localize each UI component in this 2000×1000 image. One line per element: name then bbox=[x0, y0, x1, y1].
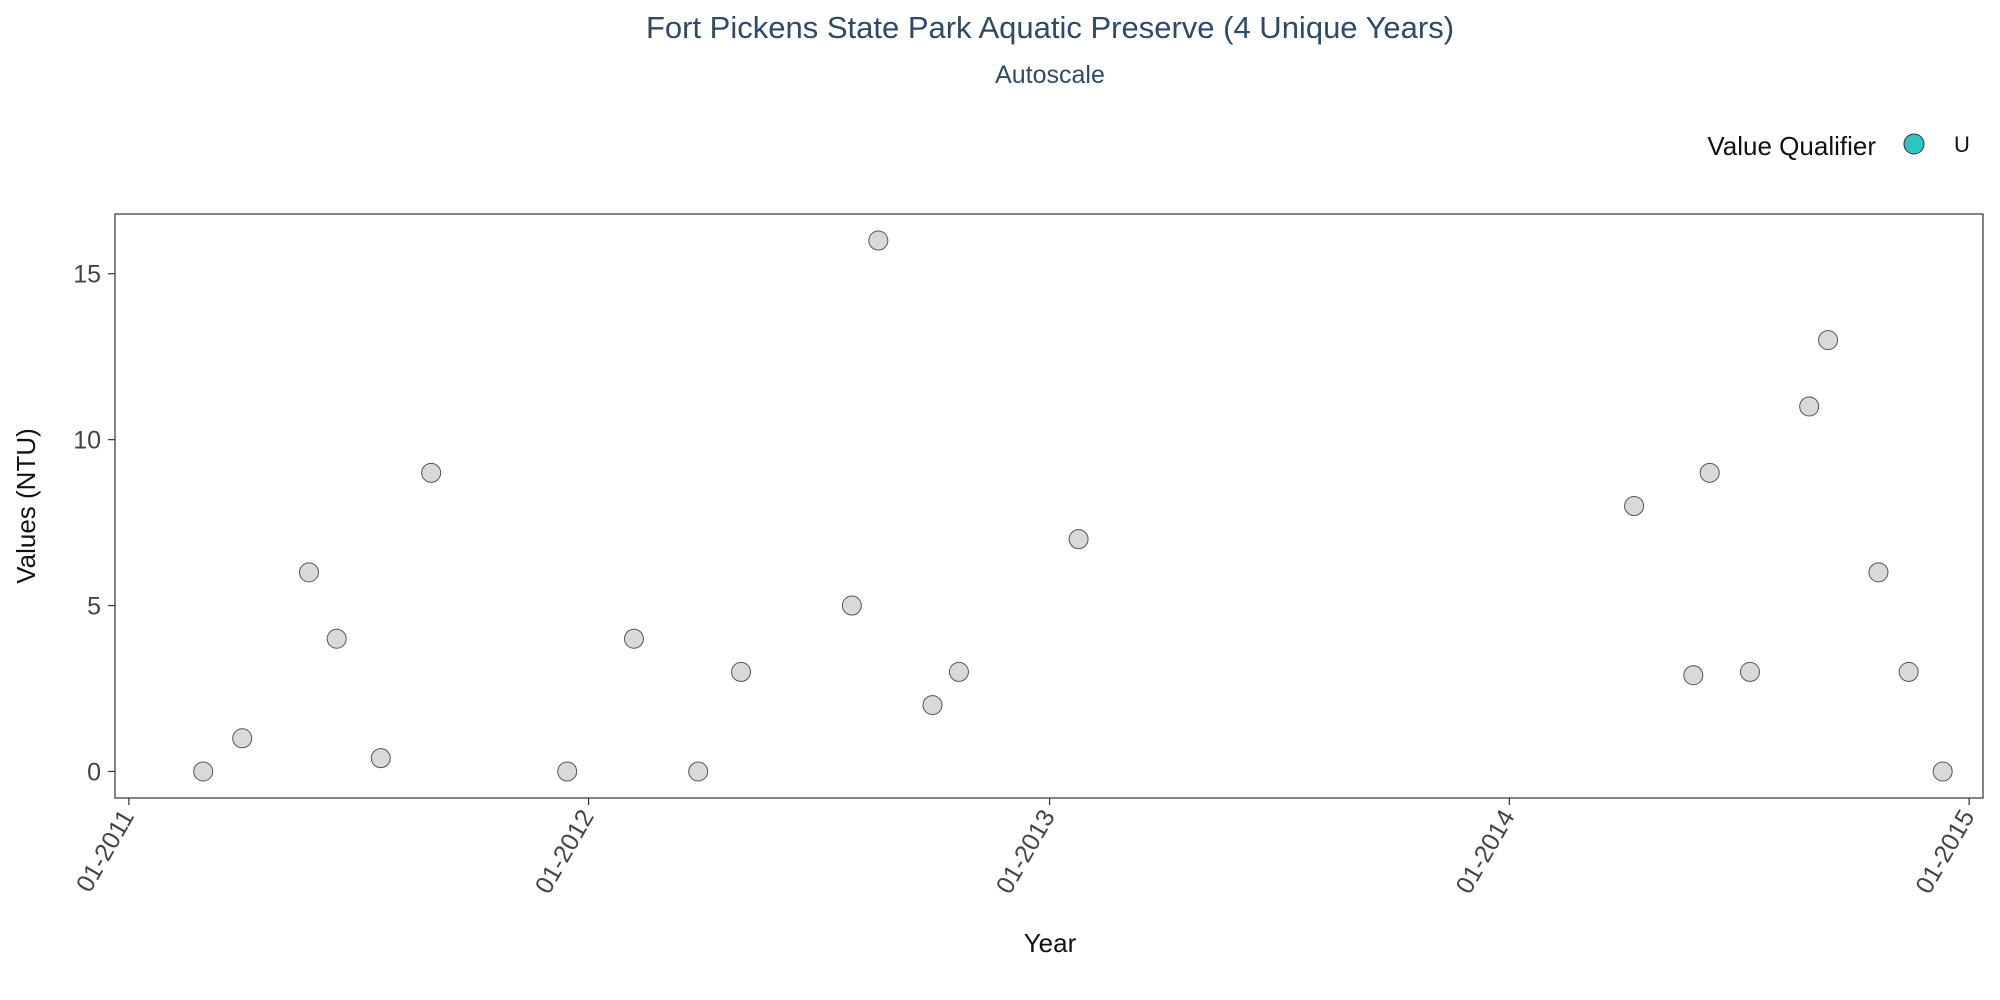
data-point bbox=[1699, 462, 1720, 483]
y-tick-label: 0 bbox=[87, 758, 101, 786]
data-point bbox=[1624, 496, 1645, 516]
chart-title: Fort Pickens State Park Aquatic Preserve… bbox=[646, 10, 1454, 45]
data-point bbox=[326, 628, 347, 649]
y-tick-label: 15 bbox=[73, 261, 101, 289]
legend-key-u bbox=[1903, 133, 1925, 155]
data-points bbox=[193, 230, 1953, 782]
x-axis: 01-2011 01-2012 01-2013 01-2014 01-2015 bbox=[71, 798, 1980, 898]
legend: Value Qualifier U bbox=[1707, 131, 1970, 161]
data-point bbox=[948, 661, 969, 682]
x-tick-label: 01-2012 bbox=[530, 805, 600, 898]
data-point bbox=[232, 728, 253, 749]
y-tick-label: 5 bbox=[87, 593, 101, 621]
x-axis-title: Year bbox=[1024, 928, 1077, 958]
data-point bbox=[868, 230, 889, 251]
legend-title: Value Qualifier bbox=[1707, 131, 1876, 161]
x-tick-label: 01-2011 bbox=[71, 805, 140, 897]
data-point bbox=[1868, 562, 1889, 583]
data-point bbox=[623, 628, 644, 649]
data-point bbox=[1932, 761, 1953, 782]
x-tick-label: 01-2013 bbox=[991, 805, 1061, 898]
x-tick-label: 01-2014 bbox=[1450, 805, 1520, 899]
legend-label-u: U bbox=[1954, 132, 1970, 157]
data-point bbox=[370, 748, 391, 769]
data-point bbox=[731, 661, 752, 682]
data-point bbox=[841, 595, 862, 616]
data-point bbox=[421, 462, 442, 483]
data-point bbox=[1068, 529, 1089, 550]
data-point bbox=[1683, 665, 1704, 686]
data-point bbox=[1818, 330, 1839, 351]
y-axis: 0 5 10 15 bbox=[73, 261, 115, 786]
data-point bbox=[193, 761, 214, 782]
data-point bbox=[1739, 661, 1760, 682]
data-point bbox=[688, 761, 709, 782]
y-axis-title: Values (NTU) bbox=[11, 428, 41, 584]
data-point bbox=[922, 695, 943, 716]
data-point bbox=[1799, 396, 1820, 417]
data-point bbox=[1898, 661, 1919, 682]
chart-subtitle: Autoscale bbox=[995, 61, 1105, 89]
data-point bbox=[298, 562, 319, 583]
data-point bbox=[557, 761, 578, 782]
plot-panel bbox=[114, 213, 1984, 799]
x-tick-label: 01-2015 bbox=[1910, 805, 1980, 898]
y-tick-label: 10 bbox=[73, 427, 101, 455]
